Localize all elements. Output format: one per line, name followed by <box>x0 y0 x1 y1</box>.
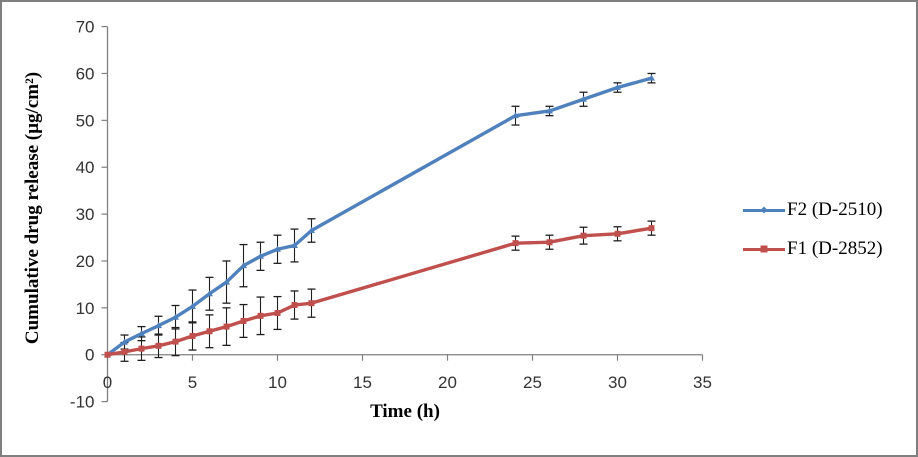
x-tick-label: 15 <box>353 373 372 392</box>
marker-f1 <box>308 300 315 307</box>
marker-f2 <box>155 322 162 329</box>
x-tick-label: 25 <box>523 373 542 392</box>
x-tick-label: 20 <box>438 373 457 392</box>
legend-label-f1: F1 (D-2852) <box>787 238 883 259</box>
f1-line-sample <box>743 245 785 253</box>
legend-item-f1: F1 (D-2852) <box>743 236 883 262</box>
x-tick-label: 5 <box>188 373 197 392</box>
marker-f1 <box>648 225 655 232</box>
legend: F2 (D-2510) F1 (D-2852) <box>743 197 883 275</box>
marker-f2 <box>648 74 655 81</box>
marker-f2 <box>580 95 587 102</box>
y-axis-title: Cumulative drug release (µg/cm²) <box>22 71 43 345</box>
marker-f1 <box>121 348 128 355</box>
x-tick-label: 35 <box>693 373 712 392</box>
marker-f1 <box>257 312 264 319</box>
marker-f1 <box>546 239 553 246</box>
marker-f1 <box>580 232 587 239</box>
marker-f1 <box>274 310 281 317</box>
series-line-f1 <box>105 226 654 357</box>
marker-f1 <box>172 338 179 345</box>
marker-f2 <box>240 262 247 269</box>
x-axis-title: Time (h) <box>370 401 440 422</box>
marker-f1 <box>155 342 162 349</box>
y-tick-label: 70 <box>76 18 95 37</box>
y-tick-label: 10 <box>76 299 95 318</box>
marker-f2 <box>512 112 519 119</box>
x-tick-label: 30 <box>608 373 627 392</box>
marker-f1 <box>291 302 298 309</box>
marker-f2 <box>189 302 196 309</box>
marker-f2 <box>308 227 315 234</box>
marker-f2 <box>291 242 298 249</box>
f1-marker-icon <box>760 245 768 253</box>
y-tick-label: 20 <box>76 252 95 271</box>
marker-f1 <box>614 230 621 237</box>
marker-f2 <box>257 252 264 259</box>
marker-f2 <box>206 290 213 297</box>
series-line-f2 <box>105 76 654 357</box>
y-tick-label: 50 <box>76 111 95 130</box>
y-tick-label: 60 <box>76 64 95 83</box>
marker-f2 <box>614 84 621 91</box>
f2-line-sample <box>743 206 785 214</box>
y-tick-label: 40 <box>76 158 95 177</box>
marker-f1 <box>104 351 111 358</box>
marker-f1 <box>512 240 519 247</box>
marker-f2 <box>223 278 230 285</box>
y-tick-label: -10 <box>70 393 95 412</box>
y-tick-label: 30 <box>76 205 95 224</box>
marker-f1 <box>189 332 196 339</box>
marker-f2 <box>172 313 179 320</box>
marker-f1 <box>138 345 145 352</box>
x-tick-label: 10 <box>268 373 287 392</box>
marker-f2 <box>546 107 553 114</box>
marker-f1 <box>206 328 213 335</box>
legend-item-f2: F2 (D-2510) <box>743 197 883 223</box>
marker-f2 <box>138 330 145 337</box>
legend-label-f2: F2 (D-2510) <box>787 199 883 220</box>
marker-f1 <box>240 317 247 324</box>
marker-f2 <box>274 245 281 252</box>
marker-f1 <box>223 323 230 330</box>
y-tick-label: 0 <box>85 346 94 365</box>
f2-marker-icon <box>760 206 768 214</box>
x-tick-label: 0 <box>103 373 112 392</box>
marker-f2 <box>121 338 128 345</box>
